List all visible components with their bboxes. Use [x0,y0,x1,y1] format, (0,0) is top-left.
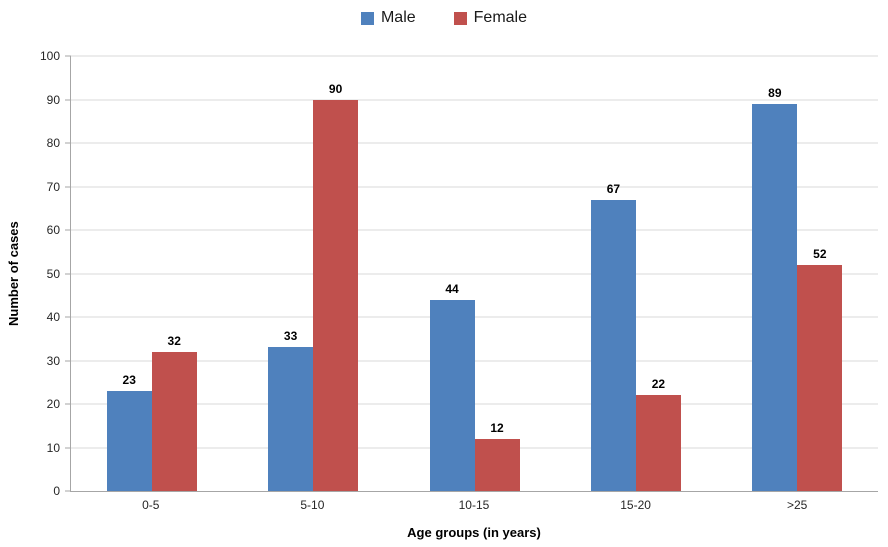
y-axis-tick [65,360,71,361]
y-tick-label: 10 [46,440,60,455]
legend-label-male: Male [380,9,416,26]
gridline [71,229,878,231]
y-axis-tick [65,99,71,100]
bar-value-label: 22 [651,377,666,392]
y-axis-tick [65,229,71,231]
y-tick-label: 90 [46,92,60,107]
y-tick-label: 30 [46,353,60,368]
bar-value-label: 90 [328,81,343,96]
legend-item-female: Female [453,9,528,27]
x-tick-label->25: >25 [786,498,808,512]
y-tick-label: 50 [46,266,60,281]
y-axis-title: Number of cases [6,221,21,327]
y-tick-label: 60 [46,223,60,237]
legend-item-male: Male [360,9,416,27]
gridline [71,186,878,187]
bar-male-10-15: 44 [429,282,475,491]
y-axis-tick [65,447,71,448]
bar-value-label: 44 [445,281,459,296]
bar-value-label: 12 [490,420,504,435]
y-axis-tick [65,403,71,405]
bar-female-5-10: 90 [313,82,359,491]
y-tick-label: 40 [46,310,60,324]
gridline [71,99,878,100]
gridline [71,55,878,57]
bar-value-label: 52 [813,246,827,261]
legend-swatch-male [360,11,374,25]
bar-group-15-20: 67 22 [555,56,716,491]
y-tick-label: 100 [39,49,60,63]
bar-male-5-10: 33 [268,329,314,491]
bar-male-0-5: 23 [106,373,152,491]
x-axis-title: Age groups (in years) [407,525,541,540]
gridline [71,142,878,144]
bar-value-label: 67 [606,181,621,196]
y-tick-label: 0 [53,484,60,498]
y-axis-tick [65,273,71,274]
bar-group-5-10: 33 90 [232,56,393,491]
y-axis-tick [65,316,71,318]
legend-label-female: Female [473,9,528,26]
legend-swatch-female [453,11,467,25]
bar-female-10-15: 12 [474,421,520,491]
y-axis-tick [65,490,71,492]
chart-legend: Male Female [0,9,888,27]
y-tick-label: 20 [46,397,60,411]
y-axis-tick [65,186,71,187]
bar-group-0-5: 23 32 [71,56,232,491]
bar-value-label: 23 [122,372,136,387]
y-tick-label: 70 [46,179,60,194]
y-axis-tick [65,55,71,57]
bar-groups: 23 32 33 90 44 12 67 22 89 52 [71,56,878,491]
gridline [71,273,878,274]
bar-value-label: 89 [768,85,782,100]
x-tick-label-5-10: 5-10 [300,498,325,512]
bar-female-15-20: 22 [635,377,681,491]
bar-group->25: 89 52 [717,56,878,491]
bar-male-15-20: 67 [590,182,636,491]
bar-female-0-5: 32 [151,334,197,491]
plot-area: 0 10 20 30 40 50 60 70 80 90 100 23 32 33 90 44 12 67 22 89… [40,49,878,498]
bar-male->25: 89 [752,86,798,491]
x-tick-label-10-15: 10-15 [458,498,490,512]
x-tick-label-0-5: 0-5 [142,498,160,512]
bar-value-label: 33 [283,329,298,344]
x-tick-label-15-20: 15-20 [620,498,651,512]
y-axis-tick [65,142,71,144]
x-axis-labels: 0-5 5-10 10-15 15-20 >25 [70,498,878,516]
bar-group-10-15: 44 12 [394,56,555,491]
bar-value-label: 32 [167,333,181,348]
bar-female->25: 52 [797,247,843,491]
y-tick-label: 80 [46,136,60,150]
